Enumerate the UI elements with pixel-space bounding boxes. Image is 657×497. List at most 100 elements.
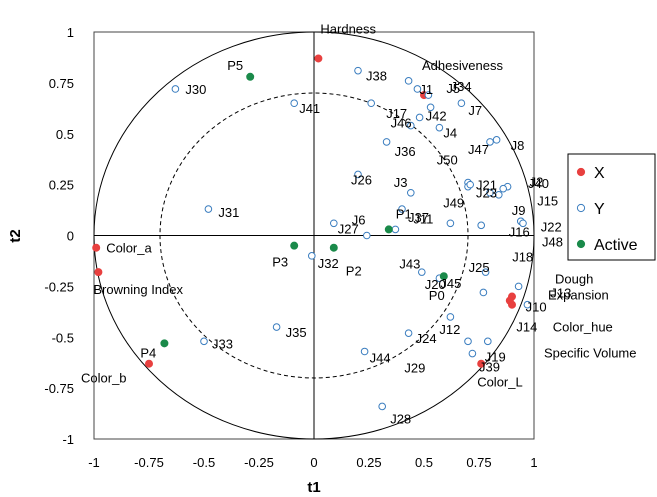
point-p5 xyxy=(246,72,255,81)
x-axis-title: t1 xyxy=(307,479,320,496)
legend-label-y: Y xyxy=(594,201,605,218)
label-j27: J27 xyxy=(338,221,359,236)
point-j36 xyxy=(382,138,391,146)
point-j34 xyxy=(404,77,413,85)
label-j19: J19 xyxy=(485,349,506,364)
point-p0 xyxy=(439,272,448,281)
label-j8: J8 xyxy=(511,138,525,153)
legend-marker-active xyxy=(576,239,586,249)
point-j47 xyxy=(486,138,494,146)
y-tick-label: -0.25 xyxy=(44,279,74,294)
x-tick-label: 0.75 xyxy=(466,455,491,470)
label-hardness: Hardness xyxy=(320,21,376,36)
label-p0: P0 xyxy=(429,288,445,303)
data-points xyxy=(92,54,532,411)
point-j5 xyxy=(424,91,433,99)
point-j27 xyxy=(330,219,338,228)
point-j48 xyxy=(519,219,527,228)
point-j8 xyxy=(492,136,501,144)
point-p2 xyxy=(329,243,338,252)
label-dough: Dough xyxy=(555,272,593,287)
label-j18: J18 xyxy=(512,249,533,264)
point-j37 xyxy=(398,205,406,213)
label-j9: J9 xyxy=(512,203,526,218)
point-j28 xyxy=(378,402,387,411)
point-j35 xyxy=(272,323,281,331)
label-j39: J39 xyxy=(479,359,500,374)
label-expansion: Expansion xyxy=(548,288,609,303)
label-j20: J20 xyxy=(425,277,446,292)
legend: X Y Active xyxy=(567,153,656,261)
y-tick-label: 0.75 xyxy=(49,76,74,91)
point-j33 xyxy=(200,337,208,346)
point-j38 xyxy=(354,66,362,75)
label-color-hue: Color_hue xyxy=(553,320,613,335)
label-j48: J48 xyxy=(542,234,563,249)
label-j49: J49 xyxy=(443,196,464,211)
label-j35: J35 xyxy=(286,325,307,340)
label-j42: J42 xyxy=(426,108,447,123)
label-j24: J24 xyxy=(416,331,437,346)
label-color-a: Color_a xyxy=(106,241,152,256)
point-hardness xyxy=(314,54,323,63)
label-j32: J32 xyxy=(318,256,339,271)
point-p4 xyxy=(160,339,169,348)
label-j21: J21 xyxy=(476,178,497,193)
label-j14: J14 xyxy=(516,320,537,335)
x-tick-label: -0.75 xyxy=(134,455,164,470)
label-p1: P1 xyxy=(396,206,412,221)
x-tick-label: 0.5 xyxy=(415,455,433,470)
point-j4 xyxy=(435,123,444,132)
label-j1: J1 xyxy=(419,82,433,97)
point-j29 xyxy=(468,349,477,358)
point-j31 xyxy=(204,205,213,213)
x-tick-labels: -1 -0.75 -0.5 -0.25 0 0.25 0.5 0.75 1 xyxy=(88,455,537,470)
point-j9 xyxy=(495,191,503,199)
label-j45: J45 xyxy=(440,276,461,291)
point-j32 xyxy=(308,252,316,260)
point-j17 xyxy=(367,99,376,108)
point-j26 xyxy=(354,170,362,179)
y-tick-label: -1 xyxy=(62,432,74,447)
label-j7: J7 xyxy=(468,103,482,118)
point-p1 xyxy=(384,225,393,234)
x-tick-label: 0 xyxy=(310,455,317,470)
label-browning-index: Browning Index xyxy=(93,282,183,297)
point-j11 xyxy=(446,219,455,228)
point-j41 xyxy=(290,99,299,108)
point-specific-volume xyxy=(507,300,516,309)
point-j19 xyxy=(484,337,492,346)
point-j14 xyxy=(523,300,532,309)
axes xyxy=(94,32,534,439)
y-axis-title: t2 xyxy=(7,229,24,242)
point-j18 xyxy=(477,221,486,230)
label-j33: J33 xyxy=(212,336,233,351)
point-j42 xyxy=(426,103,435,112)
point-j49 xyxy=(466,180,475,189)
label-j4: J4 xyxy=(443,126,457,141)
point-j30 xyxy=(171,85,180,93)
point-j6 xyxy=(363,231,371,240)
x-tick-label: -0.5 xyxy=(193,455,215,470)
point-browning-index xyxy=(94,268,103,277)
point-j44 xyxy=(360,347,369,356)
label-j10: J10 xyxy=(526,299,547,314)
legend-marker-x xyxy=(576,167,586,177)
label-j40: J40 xyxy=(528,176,549,191)
point-j39 xyxy=(464,337,472,346)
point-j40 xyxy=(486,188,494,197)
label-j12: J12 xyxy=(439,322,460,337)
label-j31: J31 xyxy=(218,205,239,220)
label-j47: J47 xyxy=(468,142,489,157)
label-color-l: Color_L xyxy=(477,375,523,390)
label-j38: J38 xyxy=(366,69,387,84)
point-color-l xyxy=(477,359,486,368)
point-color-b xyxy=(144,359,153,368)
point-j12 xyxy=(446,313,455,321)
point-j50 xyxy=(407,121,415,130)
label-j30: J30 xyxy=(185,82,206,97)
point-j46 xyxy=(415,113,424,122)
label-j16: J16 xyxy=(509,224,530,239)
point-j10 xyxy=(514,282,523,291)
label-j15: J15 xyxy=(537,194,558,209)
